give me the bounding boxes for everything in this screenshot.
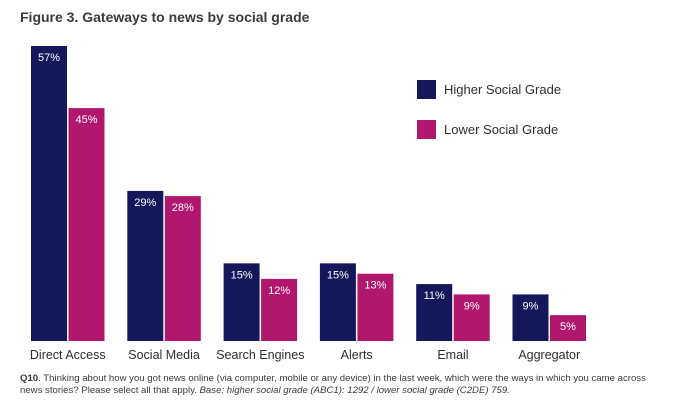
bar-search-engines-lower (261, 278, 298, 341)
legend-swatch-lower (417, 119, 436, 139)
legend-item-lower: Lower Social Grade (417, 118, 561, 140)
bar-alerts-lower (357, 273, 394, 341)
data-label-aggregator-lower: 5% (560, 321, 576, 333)
bar-social-media-higher (127, 190, 164, 341)
bar-direct-access-lower (68, 108, 105, 342)
category-label-search-engines: Search Engines (216, 348, 304, 362)
legend-item-higher: Higher Social Grade (417, 78, 561, 100)
bar-email-lower (453, 294, 490, 341)
category-label-email: Email (437, 348, 468, 362)
data-label-alerts-higher: 15% (327, 269, 349, 281)
data-label-email-higher: 11% (424, 290, 445, 302)
category-label-social-media: Social Media (128, 348, 200, 362)
bar-alerts-higher (319, 263, 356, 341)
bars-group: 57% 45% 29% 28% 15% 12% 15% 13% 11% 9% 9% 5% (31, 46, 586, 342)
bar-aggregator-higher (512, 294, 549, 341)
category-label-alerts: Alerts (341, 348, 373, 362)
data-label-search-engines-lower: 12% (268, 285, 290, 297)
legend-label-lower: Lower Social Grade (444, 121, 559, 137)
data-label-alerts-lower: 13% (364, 280, 386, 292)
footnote-text: . Thinking about how you got news online… (20, 373, 646, 396)
category-label-aggregator: Aggregator (518, 348, 580, 362)
data-label-direct-access-higher: 57% (38, 52, 60, 64)
legend-swatch-higher (417, 79, 436, 99)
data-label-direct-access-lower: 45% (75, 114, 97, 126)
data-label-email-lower: 9% (464, 300, 480, 312)
footnote-question-id: Q10 (20, 373, 39, 384)
data-label-social-media-higher: 29% (134, 197, 156, 209)
legend-label-higher: Higher Social Grade (444, 81, 562, 97)
bar-search-engines-higher (223, 263, 260, 341)
data-label-search-engines-higher: 15% (231, 269, 253, 281)
bar-aggregator-lower (550, 315, 586, 341)
category-labels-group: Direct Access Social Media Search Engines A… (30, 348, 580, 362)
bar-direct-access-higher (31, 46, 67, 341)
footnote-base: Base: higher social grade (ABC1): 1292 /… (199, 385, 510, 396)
legend: Higher Social Grade Lower Social Grade (417, 78, 561, 158)
bar-social-media-lower (164, 196, 201, 341)
data-label-aggregator-higher: 9% (523, 300, 539, 312)
bar-email-higher (416, 284, 453, 341)
data-label-social-media-lower: 28% (172, 202, 194, 214)
category-label-direct-access: Direct Access (30, 348, 106, 362)
chart-title: Figure 3. Gateways to news by social gra… (20, 9, 310, 25)
footnote: Q10. Thinking about how you got news onl… (20, 373, 670, 397)
